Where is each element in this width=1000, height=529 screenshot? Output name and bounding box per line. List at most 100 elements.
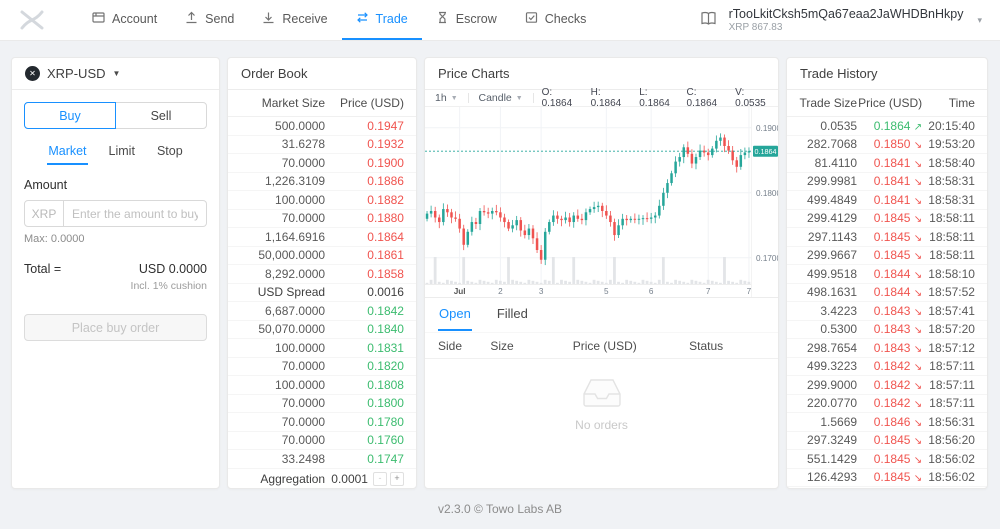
total-label: Total = bbox=[24, 262, 62, 276]
nav-escrow[interactable]: Escrow bbox=[422, 0, 511, 40]
svg-text:Jul: Jul bbox=[454, 287, 466, 296]
buy-sell-toggle: Buy Sell bbox=[24, 102, 207, 129]
tab-open-orders[interactable]: Open bbox=[438, 298, 472, 331]
aggregation-decrease-button[interactable]: - bbox=[372, 471, 387, 486]
table-row: 498.1631 0.1844 ↘ 18:57:52 bbox=[787, 284, 987, 302]
total-value: USD 0.0000 bbox=[138, 262, 207, 276]
pair-selector[interactable]: ✕ XRP-USD ▼ bbox=[12, 58, 219, 90]
chevron-down-icon[interactable]: ▾ bbox=[977, 14, 982, 25]
order-entry-panel: ✕ XRP-USD ▼ Buy Sell Market Limit Stop A… bbox=[11, 57, 220, 489]
nav-checks[interactable]: Checks bbox=[511, 0, 601, 40]
aggregation-increase-button[interactable]: + bbox=[389, 471, 404, 486]
account-balance: XRP 867.83 bbox=[728, 22, 783, 33]
table-row: 3.4223 0.1843 ↘ 18:57:41 bbox=[787, 302, 987, 321]
table-row: 298.7654 0.1843 ↘ 18:57:12 bbox=[787, 339, 987, 358]
arrow-down-right-icon: ↘ bbox=[913, 417, 923, 429]
arrow-down-right-icon: ↘ bbox=[913, 473, 923, 485]
table-row: 70.0000 0.1800 bbox=[228, 395, 416, 413]
trade-icon bbox=[356, 11, 369, 27]
buy-tab[interactable]: Buy bbox=[24, 102, 116, 129]
tab-filled-orders[interactable]: Filled bbox=[496, 306, 528, 321]
sell-tab[interactable]: Sell bbox=[115, 102, 207, 129]
nav-account[interactable]: Account bbox=[78, 0, 171, 40]
svg-text:0.1864: 0.1864 bbox=[755, 147, 777, 156]
price-charts-panel: Price Charts 1h ▼ Candle ▼ O: 0.1864 H: … bbox=[424, 57, 779, 489]
order-book-title: Order Book bbox=[228, 58, 416, 90]
table-row: 282.7068 0.1850 ↘ 19:53:20 bbox=[787, 136, 987, 154]
ohlcv-legend: O: 0.1864 H: 0.1864 L: 0.1864 C: 0.1864 … bbox=[541, 87, 766, 109]
max-available: Max: 0.0000 bbox=[24, 233, 85, 245]
column-status: Status bbox=[689, 338, 724, 353]
candlestick-chart[interactable]: 0.1864 0.1900 0.1800 0.1700 Jul 2 3 5 6 7 7 bbox=[425, 107, 778, 297]
table-row: 100.0000 0.1831 bbox=[228, 339, 416, 358]
arrow-up-right-icon: ↗ bbox=[913, 121, 923, 133]
nav-receive[interactable]: Receive bbox=[248, 0, 341, 40]
top-navigation-bar: Account Send Receive Trade Escrow Checks bbox=[0, 0, 1000, 41]
nav-send[interactable]: Send bbox=[171, 0, 248, 40]
trade-history-list: 0.0535 0.1864 ↗ 20:15:40 282.7068 0.1850 ↘ 19… bbox=[787, 117, 987, 487]
tab-stop[interactable]: Stop bbox=[156, 144, 183, 158]
arrow-down-right-icon: ↘ bbox=[913, 251, 923, 263]
hourglass-icon bbox=[436, 11, 449, 27]
table-row: 299.9000 0.1842 ↘ 18:57:11 bbox=[787, 376, 987, 395]
svg-text:7: 7 bbox=[706, 287, 711, 296]
table-row: 499.4849 0.1841 ↘ 18:58:31 bbox=[787, 191, 987, 210]
chevron-down-icon: ▼ bbox=[112, 69, 121, 78]
table-row: 70.0000 0.1900 bbox=[228, 154, 416, 173]
chevron-down-icon: ▼ bbox=[515, 94, 523, 102]
table-row: 126.4293 0.1845 ↘ 18:56:02 bbox=[787, 469, 987, 487]
account-switcher[interactable]: rTooLkitCksh5mQa67eaa2JaWHDBnHkpy XRP 86… bbox=[700, 0, 982, 40]
table-row: 1.5669 0.1846 ↘ 18:56:31 bbox=[787, 413, 987, 432]
nav-label: Trade bbox=[375, 12, 408, 26]
orders-tabs: Open Filled bbox=[425, 297, 778, 332]
aggregation-label: Aggregation bbox=[260, 471, 326, 486]
interval-select[interactable]: 1h ▼ bbox=[435, 92, 458, 104]
table-row: 100.0000 0.1882 bbox=[228, 191, 416, 210]
chevron-down-icon: ▼ bbox=[450, 94, 458, 102]
nav-label: Escrow bbox=[455, 12, 497, 26]
table-row: 299.4129 0.1845 ↘ 18:58:11 bbox=[787, 210, 987, 228]
column-side: Side bbox=[438, 338, 463, 353]
arrow-down-right-icon: ↘ bbox=[913, 195, 923, 207]
check-square-icon bbox=[525, 11, 538, 27]
account-address: rTooLkitCksh5mQa67eaa2JaWHDBnHkpy bbox=[728, 7, 964, 21]
table-row: 50,000.0000 0.1861 bbox=[228, 247, 416, 265]
tab-market[interactable]: Market bbox=[47, 142, 88, 165]
tab-limit[interactable]: Limit bbox=[108, 144, 135, 158]
account-icon bbox=[92, 11, 105, 27]
svg-text:2: 2 bbox=[498, 287, 503, 296]
table-row: 81.4110 0.1841 ↘ 18:58:40 bbox=[787, 154, 987, 173]
spread-row: USD Spread 0.0016 bbox=[228, 284, 416, 302]
nav-trade[interactable]: Trade bbox=[341, 0, 422, 40]
column-trade-size: Trade Size bbox=[799, 96, 858, 110]
arrow-down-right-icon: ↘ bbox=[913, 140, 923, 152]
trade-history-title: Trade History bbox=[787, 58, 987, 90]
send-icon bbox=[185, 11, 198, 27]
place-buy-order-button[interactable]: Place buy order bbox=[24, 314, 207, 341]
asks-list: 500.0000 0.1947 31.6278 0.1932 70.0000 0.1900… bbox=[228, 117, 416, 284]
column-time: Time bbox=[948, 96, 975, 110]
svg-text:0.1700: 0.1700 bbox=[756, 254, 778, 263]
table-row: 0.0535 0.1864 ↗ 20:15:40 bbox=[787, 117, 987, 136]
table-row: 1,226.3109 0.1886 bbox=[228, 173, 416, 191]
order-book-panel: Order Book Market Size Price (USD) 500.0… bbox=[227, 57, 417, 489]
table-row: 50,070.0000 0.1840 bbox=[228, 321, 416, 339]
column-size: Size bbox=[490, 338, 514, 353]
column-market-size: Market Size bbox=[261, 96, 326, 110]
svg-text:7: 7 bbox=[747, 287, 752, 296]
currency-prefix: XRP bbox=[24, 200, 64, 227]
svg-text:6: 6 bbox=[649, 287, 654, 296]
svg-text:3: 3 bbox=[539, 287, 544, 296]
orders-empty-state: No orders bbox=[425, 359, 778, 488]
address-book-icon[interactable] bbox=[700, 11, 717, 29]
table-row: 6,687.0000 0.1842 bbox=[228, 302, 416, 321]
xrp-logo-icon: ✕ bbox=[25, 66, 40, 81]
amount-input[interactable] bbox=[64, 200, 207, 227]
table-row: 1,164.6916 0.1864 bbox=[228, 228, 416, 247]
aggregation-value: 0.0001 bbox=[331, 471, 368, 486]
chart-style-select[interactable]: Candle ▼ bbox=[478, 92, 523, 104]
aggregation-row: Aggregation 0.0001 - + bbox=[228, 470, 416, 489]
app-version: v2.3.0 © Towo Labs AB bbox=[437, 502, 563, 516]
svg-text:0.1900: 0.1900 bbox=[756, 124, 778, 133]
price-charts-title: Price Charts bbox=[425, 58, 778, 90]
